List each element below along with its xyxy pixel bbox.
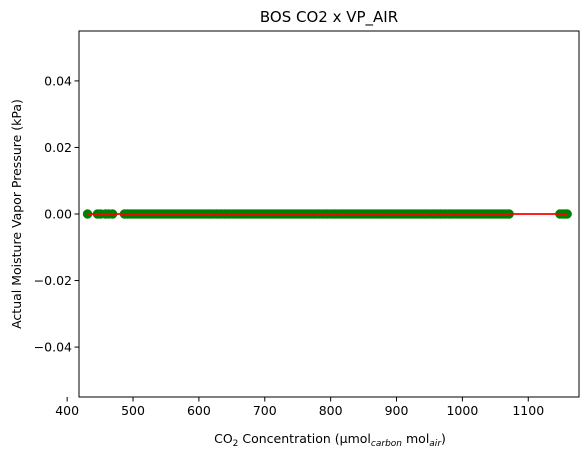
y-axis-ticks: −0.04 −0.02 0.00 0.02 0.04 bbox=[34, 73, 79, 355]
chart-title: BOS CO2 x VP_AIR bbox=[260, 8, 398, 27]
x-axis-title-suffix: ) bbox=[441, 431, 446, 446]
x-axis-title-middle: Concentration (µmol bbox=[238, 431, 371, 446]
x-axis-title-co2-subscript: 2 bbox=[233, 439, 239, 449]
y-tick-label: 0.02 bbox=[44, 140, 72, 155]
x-axis-title-carbon-subscript: carbon bbox=[371, 439, 402, 449]
x-axis-title-prefix: CO bbox=[214, 431, 233, 446]
x-tick-label: 1000 bbox=[446, 403, 478, 418]
y-tick-label: −0.04 bbox=[34, 340, 72, 355]
x-tick-label: 700 bbox=[253, 403, 277, 418]
x-tick-label: 900 bbox=[385, 403, 409, 418]
x-axis-title-mol: mol bbox=[402, 431, 429, 446]
x-tick-label: 500 bbox=[121, 403, 145, 418]
y-tick-label: 0.04 bbox=[44, 73, 72, 88]
x-axis-ticks: 400 500 600 700 800 900 1000 1100 bbox=[55, 397, 544, 418]
y-tick-label: −0.02 bbox=[34, 273, 72, 288]
x-tick-label: 600 bbox=[187, 403, 211, 418]
x-axis-title: CO2 Concentration (µmolcarbon molair) bbox=[214, 431, 446, 449]
x-tick-label: 800 bbox=[319, 403, 343, 418]
y-axis-title: Actual Moisture Vapor Pressure (kPa) bbox=[9, 99, 24, 329]
x-axis-title-air-subscript: air bbox=[429, 439, 442, 449]
x-tick-label: 1100 bbox=[512, 403, 544, 418]
x-tick-label: 400 bbox=[55, 403, 79, 418]
y-tick-label: 0.00 bbox=[44, 207, 72, 222]
